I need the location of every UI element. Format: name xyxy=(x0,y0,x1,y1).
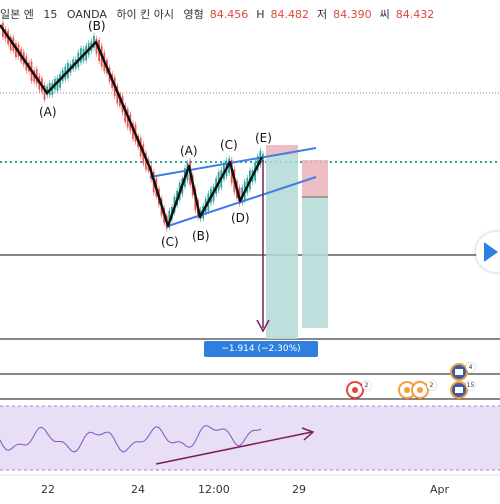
x-axis-tick-1200: 12:00 xyxy=(198,483,230,496)
candle-body xyxy=(9,36,12,51)
play-icon xyxy=(484,242,498,262)
flag-icon xyxy=(455,369,463,375)
position-loss-zone-1[interactable] xyxy=(266,145,298,155)
wave-label-e[interactable]: (E) xyxy=(255,131,272,145)
rsi-divergence-line[interactable] xyxy=(155,431,313,465)
flag-icon xyxy=(417,387,423,393)
symbol-header: 일본 엔 15 OANDA 하이 킨 아시 영형 84.456 H 84.482 저 84… xyxy=(0,6,442,22)
x-axis-tick-22: 22 xyxy=(41,483,55,496)
wave-label-a1[interactable]: (A) xyxy=(39,105,57,119)
position-profit-zone-2[interactable] xyxy=(302,197,328,328)
interval-label[interactable]: 15 xyxy=(43,8,58,21)
position-profit-zone-1[interactable] xyxy=(266,155,298,339)
open-value: 84.456 xyxy=(209,8,249,21)
open-label: 영형 xyxy=(183,8,204,21)
measure-tooltip: −1.914 (−2.30%) −191.4 xyxy=(204,341,318,370)
candle-body xyxy=(80,48,82,63)
triangle-lower-trendline[interactable] xyxy=(167,176,317,227)
position-loss-zone-2[interactable] xyxy=(302,160,328,197)
event-count-4: 4 xyxy=(466,363,475,372)
rsi-line xyxy=(0,425,262,453)
close-value: 84.432 xyxy=(395,8,435,21)
wave-label-c1[interactable]: (C) xyxy=(161,235,179,249)
rsi-panel-background xyxy=(0,406,500,470)
low-label: 저 xyxy=(317,8,328,21)
x-axis-tick-29: 29 xyxy=(292,483,306,496)
candle-body xyxy=(43,85,46,100)
measure-arrow-head xyxy=(256,319,270,333)
event-marker-3[interactable]: 2 xyxy=(411,381,436,399)
event-marker-5[interactable]: 15 xyxy=(450,381,475,399)
elliott-wave-path[interactable] xyxy=(0,24,264,228)
chart-type-label: 하이 킨 아시 xyxy=(116,8,174,21)
broker-label: OANDA xyxy=(66,8,107,21)
flag-icon xyxy=(455,387,463,393)
symbol-name[interactable]: 일본 엔 xyxy=(0,8,34,21)
x-axis-tick-apr: Apr xyxy=(430,483,450,496)
wave-label-c2[interactable]: (C) xyxy=(220,138,238,152)
x-axis-tick-24: 24 xyxy=(131,483,145,496)
event-marker-1[interactable]: 2 xyxy=(346,381,371,399)
wave-label-d[interactable]: (D) xyxy=(231,211,250,225)
event-marker-4[interactable]: 4 xyxy=(450,363,475,381)
event-count-5: 15 xyxy=(466,381,475,390)
wave-label-b2[interactable]: (B) xyxy=(192,229,210,243)
high-label: H xyxy=(256,8,265,21)
event-count-3: 2 xyxy=(427,381,436,390)
wave-label-b1[interactable]: (B) xyxy=(88,19,106,33)
flag-icon xyxy=(404,387,410,393)
event-count-1: 2 xyxy=(362,381,371,390)
candle-body xyxy=(46,86,48,96)
close-label: 씨 xyxy=(379,8,390,21)
high-value: 84.482 xyxy=(270,8,310,21)
wave-label-a2[interactable]: (A) xyxy=(180,144,198,158)
candle-body xyxy=(93,35,95,48)
candle-body xyxy=(124,105,126,122)
candle-body xyxy=(56,77,59,91)
triangle-upper-trendline[interactable] xyxy=(149,147,317,178)
low-value: 84.390 xyxy=(333,8,372,21)
rsi-divergence-arrowhead xyxy=(301,427,315,441)
flag-icon xyxy=(352,387,358,393)
